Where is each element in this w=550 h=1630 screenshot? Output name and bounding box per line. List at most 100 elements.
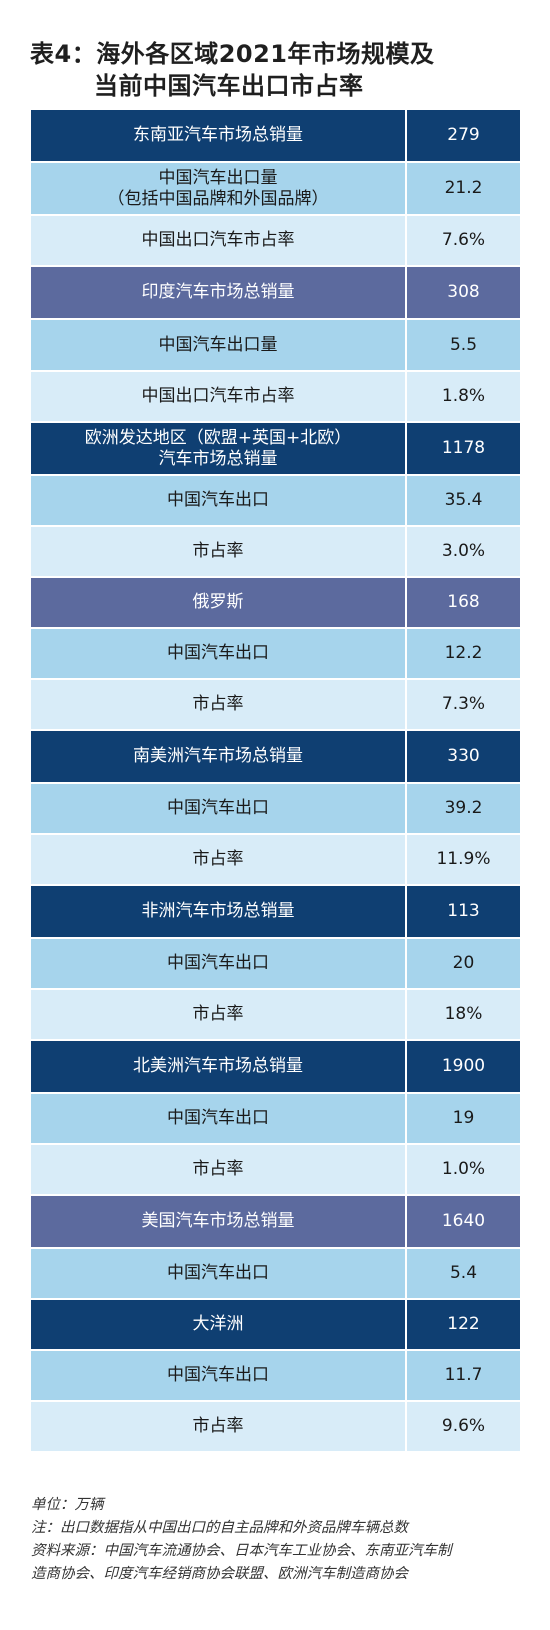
- row-label-cell: 中国汽车出口: [31, 1351, 407, 1400]
- source-note-line-2: 造商协会、印度汽车经销商协会联盟、欧洲汽车制造商协会: [31, 1566, 408, 1582]
- source-note-line-1: 资料来源：中国汽车流通协会、日本汽车工业协会、东南亚汽车制: [31, 1543, 452, 1559]
- row-value: 12.2: [444, 643, 483, 663]
- data-note: 注：出口数据指从中国出口的自主品牌和外资品牌车辆总数: [31, 1520, 408, 1536]
- row-value: 1.0%: [441, 1159, 486, 1179]
- table-row: 东南亚汽车市场总销量 279: [31, 110, 520, 163]
- row-value: 18%: [444, 1004, 483, 1024]
- table-row: 中国汽车出口 11.7: [31, 1351, 520, 1402]
- row-label: 市占率: [192, 849, 244, 869]
- row-value: 19: [452, 1108, 475, 1128]
- row-label-cell: 市占率: [31, 835, 407, 884]
- row-label: 北美洲汽车市场总销量: [133, 1056, 303, 1076]
- table-row: 大洋洲 122: [31, 1300, 520, 1351]
- row-value: 11.9%: [436, 849, 491, 869]
- row-value: 7.6%: [441, 230, 486, 250]
- row-label: 南美洲汽车市场总销量: [133, 746, 303, 766]
- table-row: 中国汽车出口 5.4: [31, 1249, 520, 1300]
- title-line-1: 表4：海外各区域2021年市场规模及: [30, 40, 435, 68]
- row-label: 中国汽车出口: [167, 953, 269, 973]
- row-label: 印度汽车市场总销量: [141, 282, 295, 302]
- row-label-cell: 印度汽车市场总销量: [31, 267, 407, 318]
- row-label-cell: 中国汽车出口: [31, 1094, 407, 1143]
- row-label-cell: 中国汽车出口量 （包括中国品牌和外国品牌）: [31, 163, 407, 214]
- row-label-cell: 东南亚汽车市场总销量: [31, 110, 407, 161]
- table-row: 美国汽车市场总销量 1640: [31, 1196, 520, 1249]
- row-value: 39.2: [444, 798, 483, 818]
- table-row: 市占率 18%: [31, 990, 520, 1041]
- row-label: 市占率: [192, 694, 244, 714]
- table-row: 市占率 9.6%: [31, 1402, 520, 1453]
- row-label-cell: 中国汽车出口: [31, 784, 407, 833]
- row-label: 中国汽车出口: [167, 490, 269, 510]
- table-row: 中国汽车出口量 5.5: [31, 320, 520, 372]
- row-label-cell: 中国汽车出口量: [31, 320, 407, 370]
- table-row: 欧洲发达地区（欧盟+英国+北欧） 汽车市场总销量 1178: [31, 423, 520, 476]
- table-row: 北美洲汽车市场总销量 1900: [31, 1041, 520, 1094]
- row-value: 122: [447, 1314, 480, 1334]
- row-label: 中国汽车出口量: [158, 167, 278, 188]
- table-row: 非洲汽车市场总销量 113: [31, 886, 520, 939]
- row-label: 中国汽车出口量: [158, 334, 278, 355]
- row-value: 1.8%: [441, 386, 486, 406]
- row-label-line-2: （包括中国品牌和外国品牌）: [107, 188, 329, 209]
- table-row: 印度汽车市场总销量 308: [31, 267, 520, 320]
- table-row: 俄罗斯 168: [31, 578, 520, 629]
- row-value: 3.0%: [441, 541, 486, 561]
- row-value: 20: [452, 953, 475, 973]
- row-label: 中国汽车出口: [167, 1365, 269, 1385]
- row-label-cell: 北美洲汽车市场总销量: [31, 1041, 407, 1092]
- row-label-cell: 中国汽车出口: [31, 476, 407, 525]
- row-label: 美国汽车市场总销量: [141, 1211, 295, 1231]
- row-value: 1640: [441, 1211, 486, 1231]
- row-label-cell: 中国出口汽车市占率: [31, 216, 407, 265]
- table-row: 中国汽车出口 12.2: [31, 629, 520, 680]
- row-label-cell: 南美洲汽车市场总销量: [31, 731, 407, 782]
- table-row: 市占率 11.9%: [31, 835, 520, 886]
- row-label-cell: 中国汽车出口: [31, 1249, 407, 1298]
- table-row: 中国汽车出口量 （包括中国品牌和外国品牌） 21.2: [31, 163, 520, 216]
- row-value: 1900: [441, 1056, 486, 1076]
- unit-note: 单位：万辆: [31, 1497, 104, 1513]
- row-label: 市占率: [192, 541, 244, 561]
- row-label: 东南亚汽车市场总销量: [133, 125, 303, 145]
- row-label-cell: 中国出口汽车市占率: [31, 372, 407, 421]
- table-row: 中国汽车出口 35.4: [31, 476, 520, 527]
- row-label: 市占率: [192, 1416, 244, 1436]
- row-label: 中国汽车出口: [167, 798, 269, 818]
- table-row: 南美洲汽车市场总销量 330: [31, 731, 520, 784]
- table-row: 市占率 3.0%: [31, 527, 520, 578]
- table-row: 中国汽车出口 39.2: [31, 784, 520, 835]
- table-row: 中国出口汽车市占率 1.8%: [31, 372, 520, 423]
- row-label-cell: 市占率: [31, 1402, 407, 1451]
- row-label-cell: 俄罗斯: [31, 578, 407, 627]
- row-label: 中国汽车出口: [167, 643, 269, 663]
- row-label: 中国汽车出口: [167, 1108, 269, 1128]
- row-label: 市占率: [192, 1159, 244, 1179]
- row-label-cell: 市占率: [31, 990, 407, 1039]
- row-value: 35.4: [444, 490, 483, 510]
- row-label-line-2: 汽车市场总销量: [158, 448, 278, 469]
- data-table: 东南亚汽车市场总销量 279 中国汽车出口量 （包括中国品牌和外国品牌） 21.2 中国出…: [31, 110, 520, 1453]
- table-title: 表4：海外各区域2021年市场规模及 当前中国汽车出口市占率: [30, 38, 435, 102]
- row-label: 市占率: [192, 1004, 244, 1024]
- row-label-cell: 市占率: [31, 680, 407, 729]
- row-label: 中国汽车出口: [167, 1263, 269, 1283]
- table-row: 市占率 7.3%: [31, 680, 520, 731]
- row-label: 非洲汽车市场总销量: [141, 901, 295, 921]
- row-label-cell: 市占率: [31, 1145, 407, 1194]
- title-line-2: 当前中国汽车出口市占率: [94, 72, 364, 100]
- row-label-cell: 美国汽车市场总销量: [31, 1196, 407, 1247]
- row-value: 308: [447, 282, 480, 302]
- row-value: 7.3%: [441, 694, 486, 714]
- row-label: 中国出口汽车市占率: [141, 230, 295, 250]
- row-value: 168: [447, 592, 480, 612]
- row-value: 113: [447, 901, 480, 921]
- row-label-cell: 非洲汽车市场总销量: [31, 886, 407, 937]
- row-label: 欧洲发达地区（欧盟+英国+北欧）: [84, 427, 352, 448]
- notes: 单位：万辆 注：出口数据指从中国出口的自主品牌和外资品牌车辆总数 资料来源：中国…: [31, 1494, 526, 1586]
- row-value: 9.6%: [441, 1416, 486, 1436]
- table-row: 中国汽车出口 20: [31, 939, 520, 990]
- row-value: 11.7: [444, 1365, 483, 1385]
- row-value: 330: [447, 746, 480, 766]
- row-label-cell: 欧洲发达地区（欧盟+英国+北欧） 汽车市场总销量: [31, 423, 407, 474]
